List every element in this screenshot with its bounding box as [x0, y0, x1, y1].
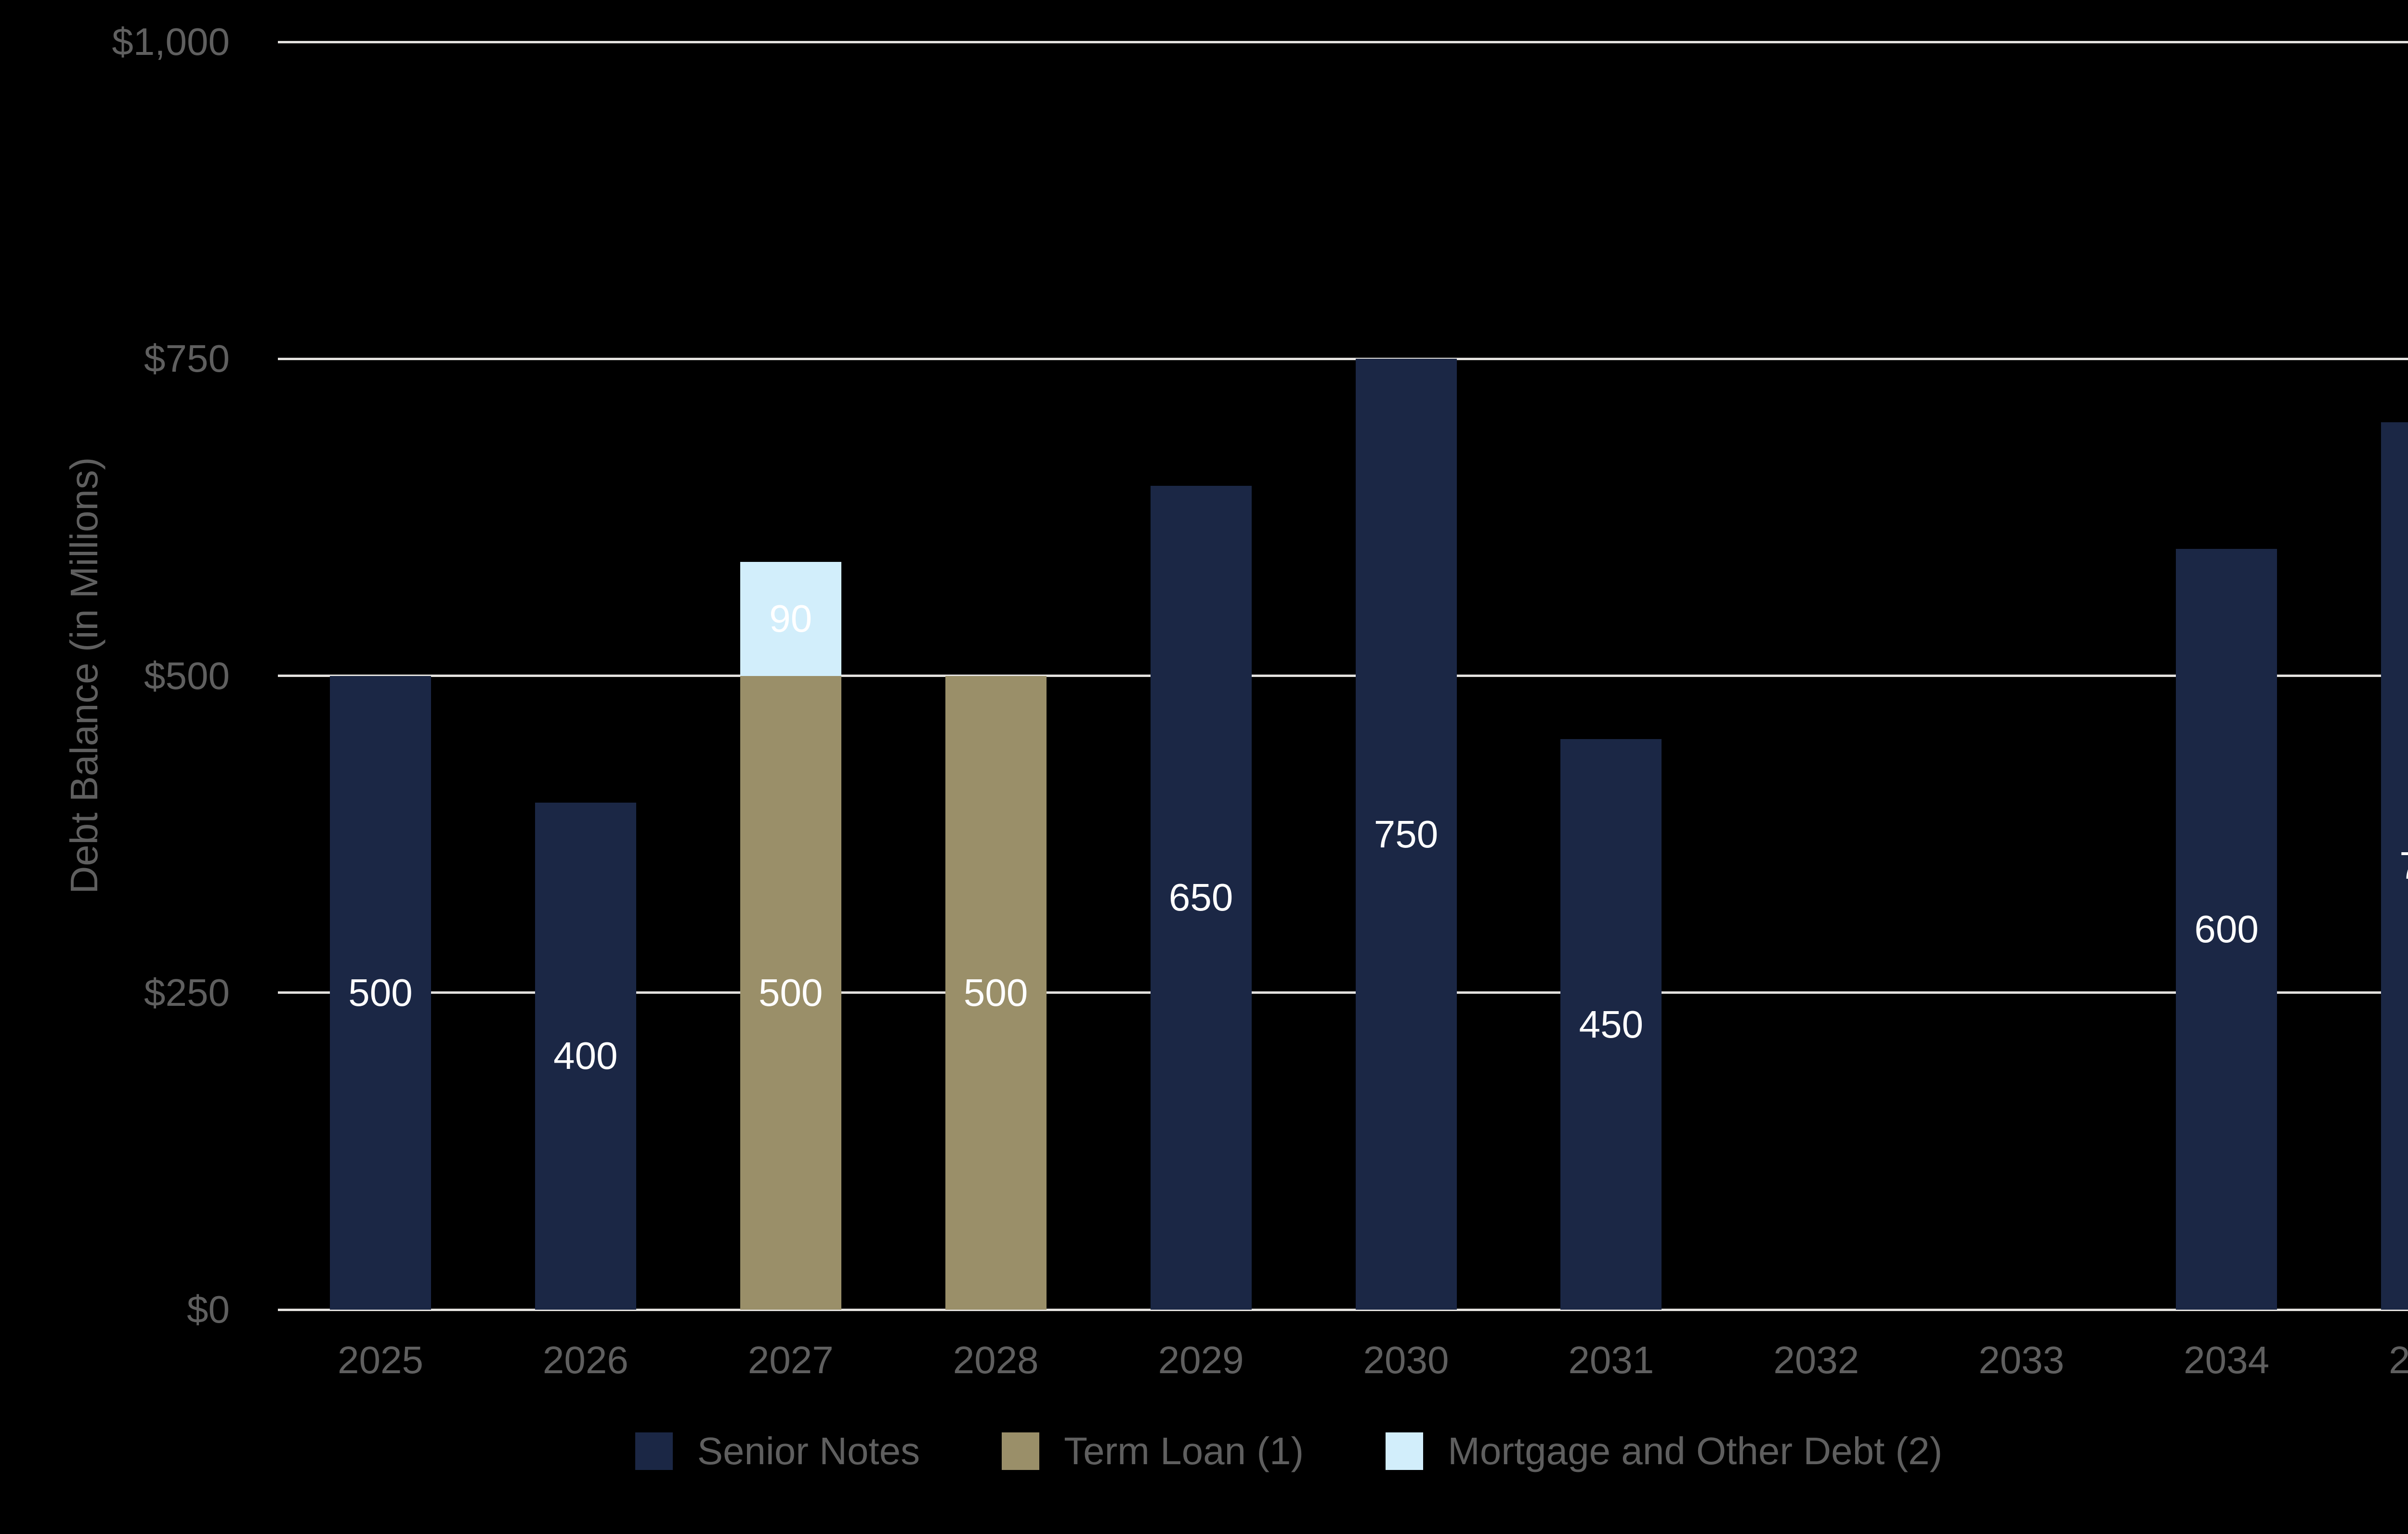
- bar-segment: 500: [945, 676, 1047, 1310]
- x-tick-label: 2029: [1158, 1339, 1244, 1381]
- legend-item: Senior Notes: [635, 1432, 920, 1470]
- bar-value-label: 750: [1374, 812, 1439, 856]
- y-tick-label: $250: [144, 971, 230, 1014]
- bar-segment: 700: [2381, 422, 2408, 1310]
- bar-segment: 450: [1560, 739, 1662, 1310]
- bar-segment: 500: [740, 676, 841, 1310]
- bar-value-label: 700: [2399, 846, 2408, 885]
- x-tick-label: 2032: [1773, 1339, 1859, 1381]
- bar-segment: 400: [535, 802, 636, 1310]
- legend-swatch-icon: [635, 1432, 673, 1470]
- gridline: [278, 1308, 2408, 1311]
- x-tick-label: 2035: [2389, 1339, 2408, 1381]
- bar-segment: 500: [329, 676, 431, 1310]
- x-tick-label: 2027: [747, 1339, 834, 1381]
- bar-value-label: 500: [759, 971, 823, 1014]
- bar-segment: 90: [740, 561, 841, 676]
- x-tick-label: 2034: [2184, 1339, 2270, 1381]
- gridline: [278, 357, 2408, 360]
- x-tick-label: 2030: [1363, 1339, 1449, 1381]
- bar-value-label: 650: [1168, 876, 1233, 919]
- y-tick-label: $1,000: [112, 20, 230, 63]
- y-tick-label: $0: [187, 1288, 230, 1331]
- legend: Senior Notes Term Loan (1) Mortgage and Ot…: [0, 1432, 2408, 1470]
- y-tick-label: $500: [144, 654, 230, 697]
- bar-segment: 650: [1150, 485, 1252, 1310]
- bar-value-label: 500: [963, 971, 1028, 1014]
- bar-value-label: 90: [769, 597, 812, 640]
- legend-swatch-icon: [1002, 1432, 1040, 1470]
- legend-item: Mortgage and Other Debt (2): [1386, 1432, 1942, 1470]
- x-tick-label: 2025: [337, 1339, 423, 1381]
- bar-segment: 750: [1355, 359, 1457, 1310]
- bar-value-label: 500: [348, 971, 413, 1014]
- plot-area: $0 $250 $500 $750 $1,000 500 2025 400 2026 500 90 2…: [112, 23, 2408, 1379]
- bar-value-label: 400: [553, 1034, 618, 1078]
- gridline: [278, 991, 2408, 994]
- x-tick-label: 2031: [1568, 1339, 1654, 1381]
- legend-label: Senior Notes: [697, 1430, 920, 1472]
- bar-value-label: 450: [1579, 1002, 1644, 1046]
- gridline: [278, 675, 2408, 677]
- x-tick-label: 2028: [953, 1339, 1039, 1381]
- legend-label: Mortgage and Other Debt (2): [1448, 1430, 1943, 1472]
- bar-segment: 600: [2176, 549, 2277, 1310]
- x-tick-label: 2026: [542, 1339, 628, 1381]
- y-tick-label: $750: [144, 337, 230, 380]
- x-tick-label: 2033: [1978, 1339, 2065, 1381]
- legend-label: Term Loan (1): [1064, 1430, 1304, 1472]
- gridline: [278, 40, 2408, 43]
- y-axis-title: Debt Balance (in Millions): [63, 457, 105, 894]
- legend-item: Term Loan (1): [1002, 1432, 1304, 1470]
- legend-swatch-icon: [1386, 1432, 1424, 1470]
- bar-value-label: 600: [2194, 908, 2259, 951]
